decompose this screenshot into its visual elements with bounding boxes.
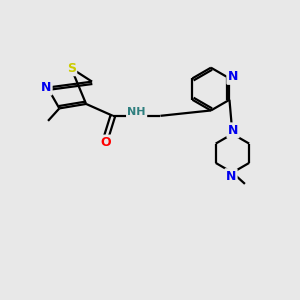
Text: NH: NH bbox=[128, 107, 146, 117]
Text: S: S bbox=[67, 62, 76, 75]
Text: N: N bbox=[226, 170, 236, 183]
Text: N: N bbox=[41, 81, 51, 94]
Text: N: N bbox=[228, 70, 238, 83]
Text: O: O bbox=[100, 136, 111, 149]
Text: N: N bbox=[228, 124, 238, 137]
